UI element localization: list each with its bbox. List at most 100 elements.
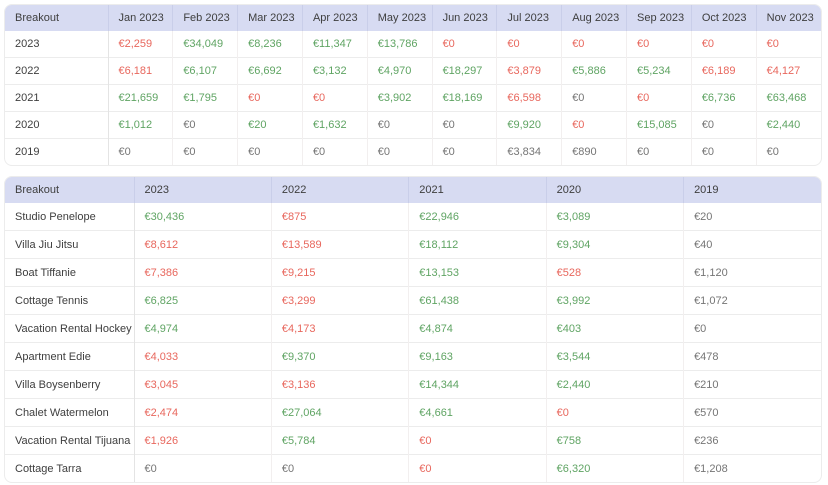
cell-value: €0: [561, 84, 627, 112]
row-label: 2022: [5, 57, 108, 85]
cell-value: €2,259: [107, 31, 173, 58]
row-label: Cottage Tennis: [5, 286, 134, 315]
cell-value: €4,874: [408, 314, 547, 343]
cell-value: €2,440: [755, 111, 821, 139]
cell-value: €0: [561, 111, 627, 139]
column-header: 2021: [408, 177, 547, 203]
cell-value: €3,544: [545, 342, 684, 371]
table-row: Apartment Edie €4,033 €9,370 €9,163 €3,544 €4…: [5, 342, 821, 371]
cell-value: €3,136: [270, 370, 409, 399]
cell-value: €11,347: [301, 31, 368, 58]
cell-value: €3,299: [270, 286, 409, 315]
cell-value: €5,784: [270, 426, 409, 455]
cell-value: €0: [561, 31, 627, 58]
cell-value: €3,089: [545, 203, 684, 231]
cell-value: €4,970: [366, 57, 433, 85]
column-header: Mar 2023: [237, 5, 303, 31]
cell-value: €4,033: [133, 342, 272, 371]
cell-value: €2,474: [133, 398, 272, 427]
cell-value: €7,386: [133, 258, 272, 287]
table-row: Vacation Rental Tijuana €1,926 €5,784 €0 €75…: [5, 426, 821, 455]
cell-value: €4,974: [133, 314, 272, 343]
cell-value: €528: [545, 258, 684, 287]
cell-value: €1,795: [172, 84, 238, 112]
cell-value: €0: [431, 111, 497, 139]
cell-value: €403: [545, 314, 684, 343]
cell-value: €1,632: [301, 111, 368, 139]
cell-value: €20: [237, 111, 303, 139]
row-label: Chalet Watermelon: [5, 398, 134, 427]
cell-value: €570: [683, 398, 821, 427]
column-header: Jun 2023: [431, 5, 497, 31]
monthly-breakout-table: Breakout Jan 2023 Feb 2023 Mar 2023 Apr 2023…: [5, 5, 821, 165]
cell-value: €61,438: [408, 286, 547, 315]
table-row: 2022 €6,181 €6,107 €6,692 €3,132 €4,970 €18,29…: [5, 57, 821, 85]
row-label: Villa Jiu Jitsu: [5, 230, 134, 259]
cell-value: €236: [683, 426, 821, 455]
cell-value: €9,370: [270, 342, 409, 371]
row-label: Vacation Rental Hockey: [5, 314, 134, 343]
column-header: Nov 2023: [755, 5, 821, 31]
cell-value: €6,598: [496, 84, 562, 112]
column-header: Apr 2023: [301, 5, 368, 31]
cell-value: €18,112: [408, 230, 547, 259]
cell-value: €1,072: [683, 286, 821, 315]
cell-value: €0: [107, 138, 173, 165]
cell-value: €1,208: [683, 454, 821, 482]
cell-value: €0: [270, 454, 409, 482]
table-row: 2023 €2,259 €34,049 €8,236 €11,347 €13,786 €0 €…: [5, 31, 821, 58]
cell-value: €0: [755, 31, 821, 58]
cell-value: €0: [301, 84, 368, 112]
row-label: 2019: [5, 138, 108, 165]
cell-value: €0: [301, 138, 368, 165]
table-row: 2021 €21,659 €1,795 €0 €0 €3,902 €18,169 €6,598…: [5, 84, 821, 112]
column-header: 2022: [270, 177, 409, 203]
cell-value: €9,304: [545, 230, 684, 259]
cell-value: €1,926: [133, 426, 272, 455]
cell-value: €6,692: [237, 57, 303, 85]
cell-value: €21,659: [107, 84, 173, 112]
cell-value: €34,049: [172, 31, 238, 58]
cell-value: €4,661: [408, 398, 547, 427]
cell-value: €0: [172, 138, 238, 165]
table-row: Studio Penelope €30,436 €875 €22,946 €3,089 €…: [5, 203, 821, 231]
cell-value: €0: [545, 398, 684, 427]
cell-value: €15,085: [626, 111, 692, 139]
table-row: Villa Boysenberry €3,045 €3,136 €14,344 €2,4…: [5, 370, 821, 399]
cell-value: €40: [683, 230, 821, 259]
cell-value: €0: [626, 31, 692, 58]
cell-value: €3,902: [366, 84, 433, 112]
yearly-breakout-card: Breakout 2023 2022 2021 2020 2019 Studio Penel…: [4, 176, 822, 483]
cell-value: €5,886: [561, 57, 627, 85]
cell-value: €0: [626, 84, 692, 112]
table-row: Vacation Rental Hockey €4,974 €4,173 €4,874…: [5, 314, 821, 343]
cell-value: €890: [561, 138, 627, 165]
cell-value: €9,920: [496, 111, 562, 139]
row-label: 2020: [5, 111, 108, 139]
row-label: Apartment Edie: [5, 342, 134, 371]
cell-value: €875: [270, 203, 409, 231]
cell-value: €0: [755, 138, 821, 165]
cell-value: €4,127: [755, 57, 821, 85]
cell-value: €13,153: [408, 258, 547, 287]
cell-value: €27,064: [270, 398, 409, 427]
cell-value: €20: [683, 203, 821, 231]
table-row: 2020 €1,012 €0 €20 €1,632 €0 €0 €9,920 €0 €15,085…: [5, 111, 821, 139]
cell-value: €18,297: [431, 57, 497, 85]
row-label: 2023: [15, 38, 40, 50]
table-header: Breakout 2023 2022 2021 2020 2019: [5, 177, 821, 203]
cell-value: €1,012: [107, 111, 173, 139]
cell-value: €3,834: [496, 138, 562, 165]
cell-value: €0: [431, 31, 497, 58]
cell-value: €0: [366, 138, 433, 165]
cell-value: €0: [366, 111, 433, 139]
column-header: 2023: [133, 177, 272, 203]
cell-value: €0: [431, 138, 497, 165]
cell-value: €0: [626, 138, 692, 165]
column-header: Jan 2023: [107, 5, 173, 31]
cell-value: €3,879: [496, 57, 562, 85]
cell-value: €9,215: [270, 258, 409, 287]
cell-value: €2,440: [545, 370, 684, 399]
column-header: May 2023: [366, 5, 433, 31]
